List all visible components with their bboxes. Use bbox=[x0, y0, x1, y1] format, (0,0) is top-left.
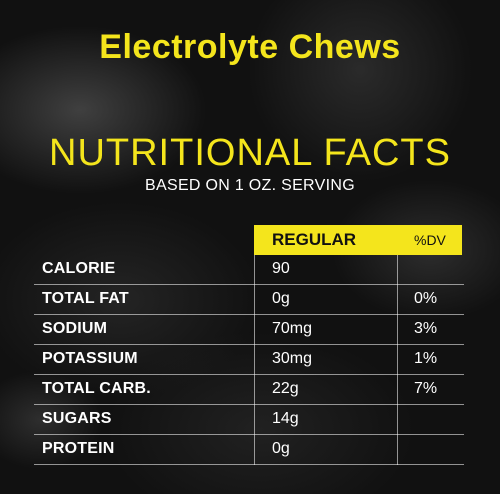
column-divider bbox=[254, 255, 255, 465]
column-header-bar bbox=[254, 225, 462, 255]
nutrient-label: CALORIE bbox=[42, 260, 116, 277]
dv-value: 0% bbox=[414, 290, 438, 307]
dv-value: 1% bbox=[414, 350, 438, 367]
column-header-regular: REGULAR bbox=[272, 230, 357, 249]
row-divider bbox=[34, 344, 464, 345]
column-header-dv: %DV bbox=[414, 232, 446, 248]
product-title: Electrolyte Chews bbox=[99, 28, 401, 66]
table-row: SUGARS 14g bbox=[0, 405, 500, 435]
nutrient-label: TOTAL CARB. bbox=[42, 380, 151, 397]
serving-size-text: BASED ON 1 OZ. SERVING bbox=[145, 177, 355, 194]
nutrient-label: TOTAL FAT bbox=[42, 290, 129, 307]
dv-value: 7% bbox=[414, 380, 438, 397]
nutrition-table: CALORIE 90 TOTAL FAT 0g 0% SODIUM 70mg 3… bbox=[0, 255, 500, 465]
table-row: TOTAL CARB. 22g 7% bbox=[0, 375, 500, 405]
nutrient-label: SODIUM bbox=[42, 320, 108, 337]
table-row: SODIUM 70mg 3% bbox=[0, 315, 500, 345]
nutrient-label: SUGARS bbox=[42, 410, 112, 427]
table-row: TOTAL FAT 0g 0% bbox=[0, 285, 500, 315]
row-divider bbox=[34, 464, 464, 465]
regular-value: 0g bbox=[272, 440, 290, 457]
regular-value: 70mg bbox=[272, 320, 313, 337]
table-row: POTASSIUM 30mg 1% bbox=[0, 345, 500, 375]
row-divider bbox=[34, 314, 464, 315]
dv-value: 3% bbox=[414, 320, 438, 337]
regular-value: 22g bbox=[272, 380, 299, 397]
row-divider bbox=[34, 374, 464, 375]
row-divider bbox=[34, 284, 464, 285]
column-divider bbox=[397, 255, 398, 465]
row-divider bbox=[34, 434, 464, 435]
facts-heading: NUTRITIONAL FACTS bbox=[49, 132, 451, 174]
table-row: CALORIE 90 bbox=[0, 255, 500, 285]
regular-value: 30mg bbox=[272, 350, 313, 367]
row-divider bbox=[34, 404, 464, 405]
regular-value: 14g bbox=[272, 410, 299, 427]
table-row: PROTEIN 0g bbox=[0, 435, 500, 465]
regular-value: 90 bbox=[272, 260, 290, 277]
nutrient-label: POTASSIUM bbox=[42, 350, 138, 367]
regular-value: 0g bbox=[272, 290, 290, 307]
nutrient-label: PROTEIN bbox=[42, 440, 115, 457]
